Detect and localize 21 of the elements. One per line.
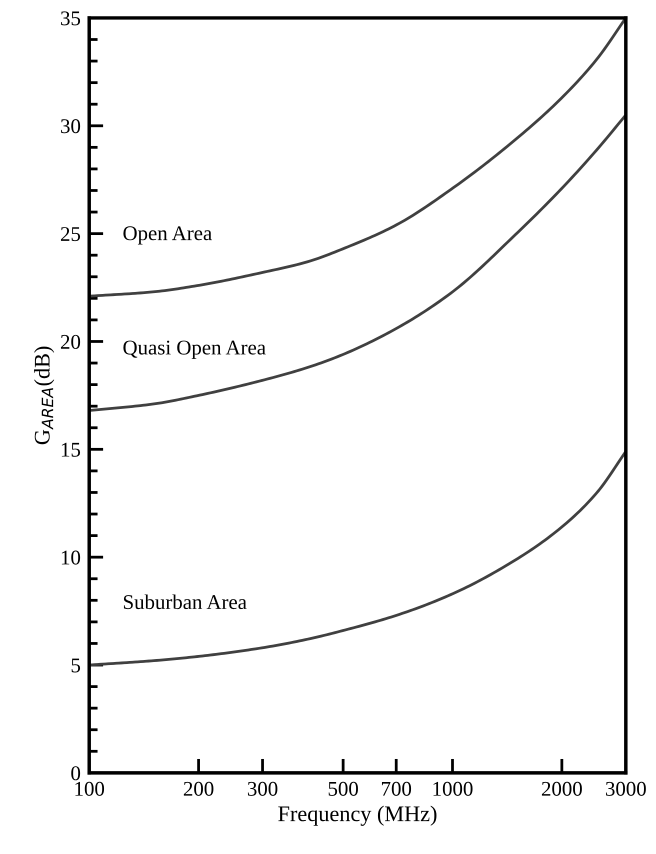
x-axis-title: Frequency (MHz) [278, 806, 436, 826]
y-tick-label: 25 [60, 227, 80, 242]
y-tick-label: 0 [71, 766, 80, 780]
y-tick-label: 15 [62, 442, 80, 457]
x-tick-label: 100 [75, 782, 104, 796]
x-tick-label: 1000 [433, 782, 473, 796]
y-tick-label: 30 [61, 119, 80, 134]
x-tick-label: 500 [328, 782, 358, 796]
y-tick-label: 35 [61, 11, 80, 26]
x-tick-label: 300 [248, 782, 278, 796]
y-tick-label: 20 [60, 334, 80, 349]
series-label: Suburban Area [124, 594, 247, 610]
y-axis-title: G$_{AREA}$(dB) [34, 346, 54, 444]
x-tick-label: 2000 [542, 782, 582, 796]
x-tick-label: 200 [184, 782, 214, 796]
y-tick-label: 10 [62, 550, 80, 565]
x-tick-label: 700 [382, 782, 412, 796]
series-label: Open Area [123, 226, 212, 245]
x-tick-label: 3000 [606, 782, 646, 796]
y-tick-label: 5 [72, 658, 80, 672]
series-label: Quasi Open Area [123, 340, 266, 359]
